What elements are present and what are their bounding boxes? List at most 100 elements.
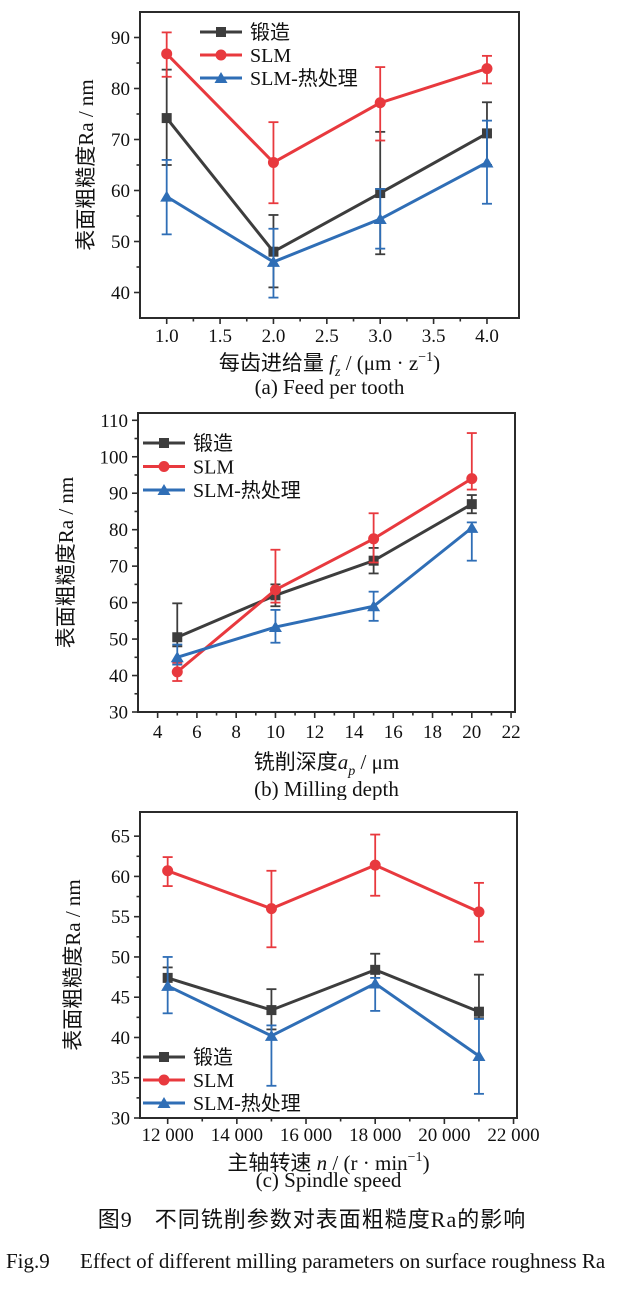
y-axis-label: 表面粗糙度Ra / nm	[74, 79, 98, 251]
legend-label: SLM-热处理	[193, 1092, 301, 1115]
series-slm	[162, 833, 485, 949]
x-tick-label: 14	[344, 722, 364, 743]
x-tick-label: 3.5	[422, 326, 446, 347]
legend-marker	[158, 1074, 170, 1086]
legend-label: SLM	[250, 45, 291, 67]
error-bars	[161, 31, 492, 205]
series-forged	[172, 494, 477, 648]
x-tick-label: 2.5	[315, 326, 339, 347]
series-line	[165, 117, 488, 254]
data-point-marker	[466, 473, 478, 485]
series-line	[165, 52, 488, 165]
series-line	[176, 477, 473, 674]
x-tick-label: 4.0	[475, 326, 499, 347]
x-tick-label: 16	[384, 722, 403, 743]
y-tick-label: 45	[111, 988, 130, 1009]
x-tick-label: 1.5	[208, 326, 232, 347]
series-forged	[161, 68, 492, 289]
error-bars	[172, 494, 477, 648]
legend-item-forged: 锻造	[143, 432, 233, 455]
data-point-marker	[480, 156, 494, 168]
legend-item-slm-ht: SLM-热处理	[143, 479, 301, 502]
data-point-marker	[267, 156, 279, 168]
x-axis-label: 铣削深度ap / μm	[254, 750, 399, 779]
series-line	[165, 161, 488, 264]
legend-label: SLM-热处理	[193, 479, 301, 502]
x-tick-label: 4	[153, 722, 163, 743]
axis-ticks	[134, 835, 515, 1124]
legend-label: SLM	[193, 1070, 234, 1092]
y-tick-label: 100	[100, 447, 129, 468]
y-tick-label: 80	[111, 79, 130, 100]
y-tick-label: 110	[100, 411, 128, 432]
x-tick-label: 20	[462, 722, 481, 743]
series-slm-ht	[160, 119, 494, 299]
data-point-marker	[265, 903, 277, 915]
y-tick-label: 90	[111, 28, 130, 49]
figure-caption-chinese: 图9 不同铣削参数对表面粗糙度Ra的影响	[0, 1202, 624, 1234]
data-point-marker	[172, 632, 183, 643]
y-tick-label: 90	[109, 484, 128, 505]
y-tick-label: 70	[109, 557, 128, 578]
legend-marker	[159, 1052, 169, 1062]
y-tick-label: 70	[111, 130, 130, 151]
x-tick-label: 18 000	[349, 1125, 401, 1146]
legend-marker	[157, 1097, 171, 1108]
x-tick-label: 10	[266, 722, 285, 743]
legend-item-slm: SLM	[143, 1070, 234, 1092]
legend-label: 锻造	[193, 432, 233, 455]
series-line	[167, 981, 480, 1058]
data-point-marker	[266, 255, 280, 267]
y-tick-label: 80	[109, 520, 128, 541]
plot-border	[139, 811, 518, 1119]
legend-marker	[215, 49, 227, 61]
figure-number-cn: 图9	[97, 1207, 133, 1232]
data-point-marker	[473, 906, 485, 918]
figure-number-en: Fig.9	[6, 1249, 50, 1273]
legend-marker	[214, 72, 228, 83]
series-line	[176, 526, 473, 659]
y-tick-label: 30	[111, 1109, 130, 1130]
data-point-marker	[269, 584, 281, 596]
data-point-marker	[266, 1005, 277, 1016]
chart-a-canvas: 1.0 1.5 2.0 2.5 3.0 3.5 4.0 40 50 60 70 80 90 锻造SLMSL…	[74, 11, 520, 399]
panel-caption: (c) Spindle speed	[256, 1168, 402, 1192]
chart-b-milling-depth: 4 6 8 10 12 14 16 18 20 22 30 40 50 60 70 80 90 100 110 锻造 S…	[0, 400, 624, 800]
y-tick-label: 30	[109, 703, 128, 724]
legend-item-slm: SLM	[143, 457, 234, 479]
x-axis-label: 每齿进给量 fz / (μm · z−1)	[219, 350, 440, 380]
y-tick-label: 40	[109, 666, 128, 687]
axis-tick-labels: 4 6 8 10 12 14 16 18 20 22 30 40 50 60 70 80 90 100 110	[100, 411, 521, 743]
series-slm-ht	[161, 956, 486, 1095]
chart-b-canvas: 4 6 8 10 12 14 16 18 20 2230405060708090100110锻造S…	[54, 411, 521, 800]
y-axis-label: 表面粗糙度Ra / nm	[54, 477, 78, 649]
data-point-marker	[465, 521, 479, 533]
figure-title-en: Effect of different milling parameters o…	[80, 1249, 606, 1273]
data-point-marker	[481, 63, 493, 75]
y-tick-label: 55	[111, 907, 130, 928]
x-tick-label: 18	[423, 722, 442, 743]
y-tick-label: 60	[111, 867, 130, 888]
x-tick-label: 12	[305, 722, 324, 743]
legend-marker	[159, 438, 169, 448]
x-tick-label: 16 000	[280, 1125, 332, 1146]
plot-border	[139, 11, 520, 319]
x-tick-label: 22	[502, 722, 521, 743]
y-tick-label: 65	[111, 827, 130, 848]
data-point-marker	[368, 533, 380, 545]
panel-caption: (a) Feed per tooth	[255, 375, 405, 399]
figure-caption-english: Fig.9 Effect of different milling parame…	[6, 1244, 618, 1279]
legend-label: 锻造	[250, 21, 290, 44]
chart-c-canvas: 12 000 14 000 16 000 18 000 20 000 22 000 30 35…	[61, 811, 540, 1192]
series-slm	[161, 31, 493, 205]
chart-c-spindle-speed: 12 000 14 000 16 000 18 000 20 000 22 000 30 35…	[0, 808, 624, 1192]
x-tick-label: 1.0	[155, 326, 179, 347]
data-point-marker	[374, 97, 386, 109]
data-point-marker	[373, 213, 387, 225]
series-line	[176, 502, 473, 639]
series-forged	[162, 952, 484, 1031]
